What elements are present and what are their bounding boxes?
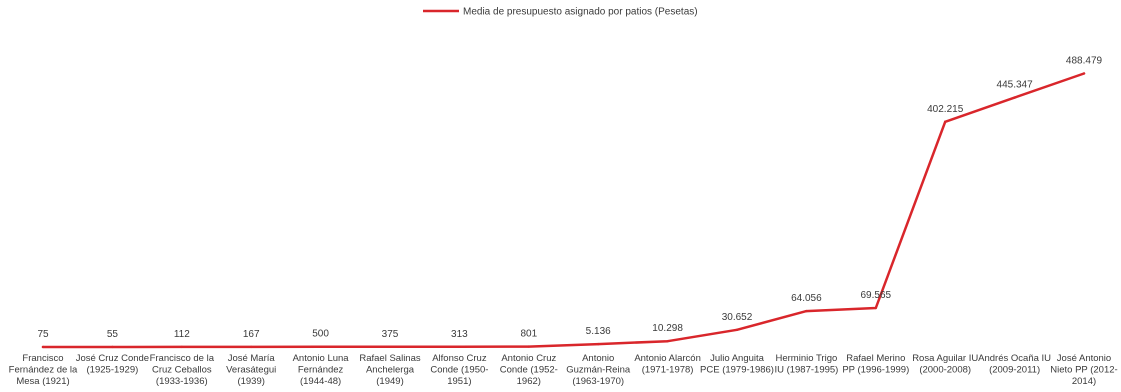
category-label: Francisco Fernández de la Mesa (1921) xyxy=(9,353,78,387)
legend-label: Media de presupuesto asignado por patios… xyxy=(463,7,698,18)
data-label: 75 xyxy=(37,329,49,340)
data-point xyxy=(666,340,669,343)
series-line xyxy=(41,72,1086,349)
data-point xyxy=(527,345,530,348)
data-point xyxy=(250,345,253,349)
data-label: 55 xyxy=(107,329,119,340)
data-label: 30.652 xyxy=(722,312,753,323)
data-label: 445.347 xyxy=(997,80,1034,91)
category-label: Herminio Trigo IU (1987-1995) xyxy=(774,353,838,376)
category-label: Andrés Ocaña IU (2009-2011) xyxy=(978,353,1051,376)
category-label: Rafael Merino PP (1996-1999) xyxy=(842,353,909,376)
category-label: José Antonio Nieto PP (2012-2014) xyxy=(1050,353,1117,387)
data-label: 801 xyxy=(520,329,537,340)
data-label: 64.056 xyxy=(791,293,822,304)
category-label: Rosa Aguilar IU (2000-2008) xyxy=(912,353,978,376)
data-label: 488.479 xyxy=(1066,55,1103,66)
category-labels: Francisco Fernández de la Mesa (1921)José … xyxy=(9,353,1118,387)
data-labels: 75 55 112 167 500 375 313 801 5.136 10.298 30.652 6… xyxy=(37,55,1102,340)
data-point xyxy=(180,345,183,349)
data-point xyxy=(874,306,877,310)
data-label: 112 xyxy=(174,329,190,340)
category-label: Rafael Salinas Anchelerga (1949) xyxy=(359,353,421,387)
data-point xyxy=(597,342,600,346)
data-label: 313 xyxy=(451,329,468,340)
category-label: Antonio Alarcón (1971-1978) xyxy=(634,353,701,376)
data-points xyxy=(41,72,1086,349)
data-label: 5.136 xyxy=(586,326,611,337)
data-label: 402.215 xyxy=(927,104,964,115)
category-label: Francisco de la Cruz Ceballos (1933-1936) xyxy=(150,353,215,387)
data-label: 167 xyxy=(243,329,260,340)
data-point xyxy=(41,345,45,349)
data-point xyxy=(735,328,739,332)
category-label: Antonio Luna Fernández (1944-48) xyxy=(293,353,350,387)
data-label: 10.298 xyxy=(652,323,683,334)
data-point xyxy=(1082,72,1086,75)
data-point xyxy=(805,309,808,313)
category-label: José Cruz Conde (1925-1929) xyxy=(76,353,149,376)
category-label: Julio Anguita PCE (1979-1986) xyxy=(700,353,774,376)
data-point xyxy=(944,120,947,123)
data-label: 69.565 xyxy=(861,290,892,301)
category-label: Antonio Cruz Conde (1952-1962) xyxy=(500,353,558,387)
category-label: José María Verasátegui (1939) xyxy=(226,353,276,387)
data-point xyxy=(111,345,114,349)
data-point xyxy=(319,345,322,348)
data-label: 375 xyxy=(382,329,399,340)
legend: Media de presupuesto asignado por patios… xyxy=(423,7,698,18)
data-point xyxy=(388,345,392,348)
category-label: Antonio Guzmán-Reina (1963-1970) xyxy=(566,353,631,387)
data-point xyxy=(458,345,461,349)
category-label: Alfonso Cruz Conde (1950-1951) xyxy=(430,353,488,387)
data-point xyxy=(1013,96,1016,99)
data-label: 500 xyxy=(312,329,329,340)
